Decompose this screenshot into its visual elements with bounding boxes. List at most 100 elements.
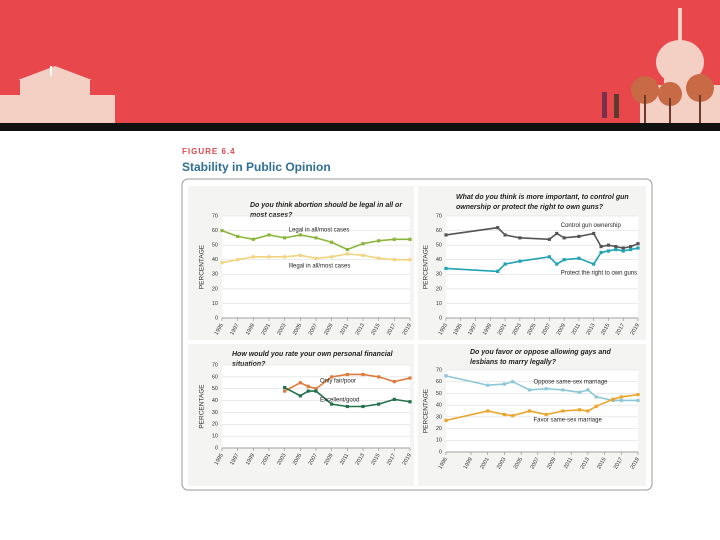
y-tick-label: 30 (436, 272, 442, 278)
data-point (619, 398, 623, 403)
series-label: Legal in all/most cases (289, 227, 350, 233)
y-tick-label: 40 (212, 398, 218, 404)
data-point (408, 237, 412, 241)
y-tick-label: 20 (212, 422, 218, 428)
data-point (392, 397, 396, 401)
title-line: lesbians to marry legally? (470, 359, 557, 366)
y-tick-label: 60 (436, 228, 442, 234)
data-point (283, 255, 287, 259)
data-point (251, 255, 255, 259)
data-point (629, 245, 633, 249)
building-left (0, 66, 115, 123)
y-tick-label: 10 (212, 301, 218, 307)
data-point (330, 240, 334, 244)
x-tick-label: 1995 (214, 453, 225, 467)
data-point (220, 261, 224, 265)
data-point (502, 382, 507, 386)
x-tick-label: 2015 (600, 323, 611, 337)
y-tick-label: 50 (212, 243, 218, 249)
data-point (283, 236, 287, 240)
y-axis-label: PERCENTAGE (199, 384, 206, 429)
data-point (298, 381, 302, 385)
x-tick-label: 2005 (292, 323, 303, 337)
y-tick-label: 60 (212, 228, 218, 234)
y-tick-label: 40 (436, 257, 442, 263)
x-tick-label: 2017 (386, 453, 397, 467)
plot-area (446, 216, 638, 318)
data-point (345, 247, 349, 252)
data-point (236, 234, 240, 238)
data-point (614, 247, 618, 252)
x-tick-label: 2001 (261, 453, 272, 467)
y-tick-label: 50 (436, 243, 442, 249)
series-label: Only fair/poor (320, 378, 356, 384)
x-tick-label: 2019 (630, 457, 641, 471)
series-label: Oppose same-sex marriage (533, 379, 608, 385)
data-point (220, 228, 224, 233)
x-tick-label: 2003 (276, 323, 287, 337)
data-point (586, 388, 590, 392)
data-point (267, 233, 271, 237)
chart-title: Do you think abortion should be legal in… (250, 202, 404, 219)
data-point (377, 256, 381, 260)
y-axis-label: PERCENTAGE (423, 388, 430, 433)
data-point (306, 389, 310, 393)
data-point (496, 226, 500, 230)
y-tick-label: 10 (212, 434, 218, 440)
y-tick-label: 40 (436, 403, 442, 409)
y-tick-label: 20 (212, 286, 218, 292)
title-line: ownership or protect the right to own gu… (456, 204, 604, 211)
data-point (267, 255, 271, 259)
data-point (408, 258, 412, 262)
data-point (561, 409, 565, 413)
y-tick-label: 60 (436, 379, 442, 385)
data-point (577, 256, 581, 260)
data-point (486, 383, 490, 387)
x-tick-label: 2007 (529, 457, 540, 471)
y-tick-label: 20 (436, 286, 442, 292)
data-point (611, 397, 615, 401)
data-point (562, 236, 566, 240)
data-point (577, 390, 582, 394)
y-tick-label: 20 (436, 426, 442, 432)
x-tick-label: 2007 (308, 323, 319, 337)
y-tick-label: 10 (436, 301, 442, 307)
x-tick-label: 1995 (452, 323, 463, 337)
data-point (377, 239, 381, 243)
x-tick-label: 2011 (339, 323, 350, 336)
data-point (562, 258, 566, 262)
x-tick-label: 2017 (613, 457, 624, 471)
data-point (236, 258, 240, 262)
data-point (377, 402, 381, 406)
data-point (392, 237, 396, 241)
y-tick-label: 70 (436, 213, 442, 219)
data-point (361, 242, 365, 246)
series-label: Favor same-sex marriage (533, 418, 602, 424)
x-tick-label: 2003 (276, 453, 287, 467)
data-point (547, 237, 551, 241)
data-point (544, 387, 548, 391)
x-tick-label: 1997 (229, 323, 240, 337)
y-tick-label: 50 (212, 386, 218, 392)
data-point (599, 250, 603, 255)
data-point (621, 246, 625, 250)
plot-area (222, 216, 410, 318)
y-tick-label: 30 (436, 414, 442, 420)
data-point (547, 255, 551, 259)
chart-title: Do you favor or oppose allowing gays and… (470, 349, 613, 366)
data-point (408, 376, 412, 380)
data-point (408, 400, 412, 404)
y-tick-label: 30 (212, 272, 218, 278)
data-point (594, 404, 598, 408)
title-line: How would you rate your own personal fin… (232, 351, 395, 358)
title-line: What do you think is more important, to … (456, 194, 631, 201)
data-point (629, 247, 633, 252)
data-point (314, 256, 318, 260)
title-line: Do you favor or oppose allowing gays and (470, 349, 613, 356)
data-point (503, 262, 507, 266)
y-tick-label: 70 (212, 362, 218, 368)
x-tick-label: 2003 (512, 323, 523, 337)
x-tick-label: 2007 (308, 453, 319, 467)
x-tick-label: 2011 (571, 323, 582, 336)
